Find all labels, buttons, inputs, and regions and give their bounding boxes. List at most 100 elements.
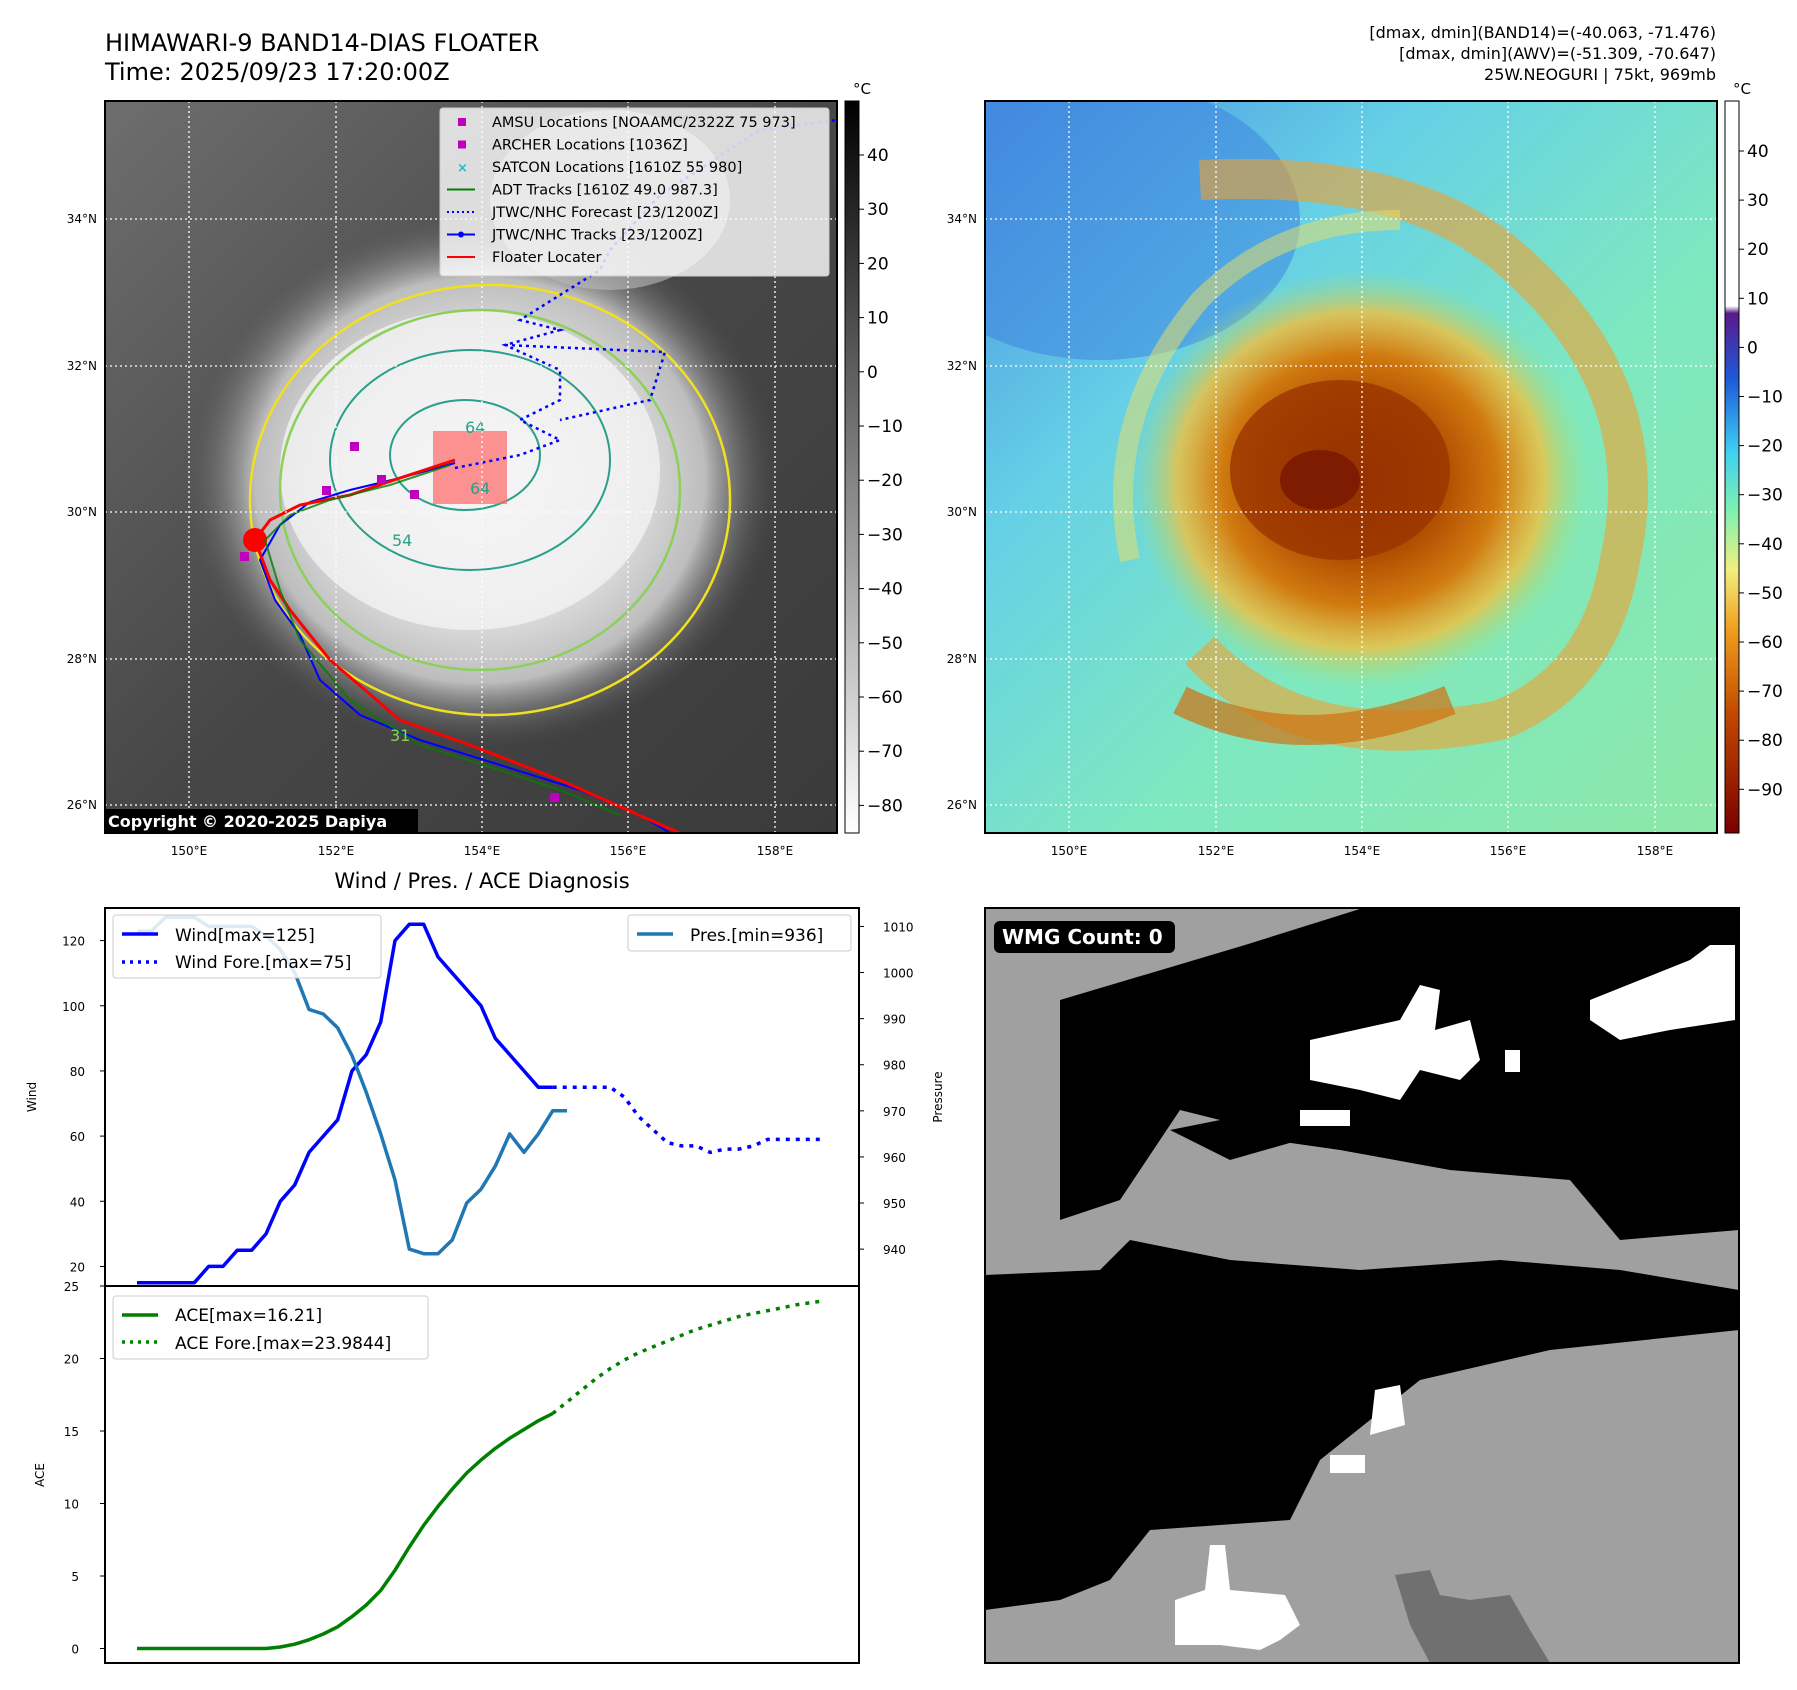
legend-entry: AMSU Locations [NOAAMC/2322Z 75 973] (458, 115, 796, 131)
ir-lat-labels: 34°N 32°N 30°N 28°N 26°N (67, 212, 97, 812)
y-tick-label: 0 (71, 1643, 79, 1657)
colorbar-tick-label: 10 (867, 309, 889, 329)
y-tick-label: 20 (64, 1353, 79, 1367)
ir-lon-labels: 150°E 152°E 154°E 156°E 158°E (171, 844, 794, 858)
ace-legend: ACE[max=16.21] ACE Fore.[max=23.9844] (112, 1295, 429, 1360)
lon-label: 154°E (1344, 844, 1381, 858)
y-tick-label: 80 (70, 1065, 85, 1079)
ir-colorbar-unit: °C (853, 80, 871, 98)
ir-colorbar-ticks: 40 30 20 10 0 −10 −20 −30 −40 −50 −60 −70 −80 (859, 146, 903, 816)
colorbar-tick-label: 20 (867, 254, 889, 274)
lon-label: 150°E (171, 844, 208, 858)
copyright: Copyright © 2020-2025 Dapiya (108, 812, 387, 831)
lat-label: 34°N (67, 212, 97, 226)
colorbar-tick-label: −30 (1747, 486, 1783, 506)
ir-panel: 64 54 64 31 Copyright © 2020-2025 Dapiya… (67, 80, 903, 858)
colorbar-tick-label: −60 (1747, 633, 1783, 653)
series-line (552, 1085, 825, 1155)
mask-darkgray-region (1395, 1570, 1550, 1663)
lon-label: 158°E (757, 844, 794, 858)
colorbar-tick-label: −70 (1747, 682, 1783, 702)
legend-marker (458, 140, 466, 149)
y-tick-label: 20 (70, 1260, 85, 1274)
colorbar-tick-label: −40 (867, 580, 903, 600)
forecast-track (454, 118, 837, 470)
legend-label: ADT Tracks [1610Z 49.0 987.3] (492, 183, 718, 199)
legend-marker (458, 118, 466, 126)
wv-colorbar-unit: °C (1733, 80, 1751, 98)
wv-colorbar (1724, 100, 1740, 834)
contour-label: 64 (465, 418, 485, 437)
wind-pressure-chart: 120 100 80 60 40 20 1010 1000 990 980 970 960 950 940… (25, 907, 945, 1287)
colorbar-tick-label: −10 (867, 417, 903, 437)
legend-label: JTWC/NHC Tracks [23/1200Z] (491, 228, 703, 244)
legend-entry: ARCHER Locations [1036Z] (458, 138, 688, 154)
legend-ace-forecast: ACE Fore.[max=23.9844] (175, 1334, 391, 1354)
pressure-axis-label: Pressure (931, 1071, 945, 1122)
contour-label: 64 (470, 479, 490, 498)
ace-chart: 25 20 15 10 5 0 ACE ACE[max=16.21] ACE Fore.[… (33, 1280, 860, 1664)
mask-white-region (1310, 985, 1480, 1100)
wv-colorbar-ticks: 40 30 20 10 0 −10 −20 −30 −40 −50 −60 −70 −80 −90 (1739, 142, 1783, 800)
legend-label: JTWC/NHC Forecast [23/1200Z] (491, 205, 718, 221)
legend-pressure: Pres.[min=936] (690, 926, 823, 946)
colorbar-tick-label: −20 (867, 471, 903, 491)
colorbar-tick-label: −30 (867, 525, 903, 545)
lon-label: 154°E (464, 844, 501, 858)
lon-label: 156°E (1490, 844, 1527, 858)
mask-white-region (1590, 945, 1735, 1040)
lon-label: 150°E (1051, 844, 1088, 858)
figure-title: HIMAWARI-9 BAND14-DIAS FLOATER (105, 29, 539, 57)
legend-wind-forecast: Wind Fore.[max=75] (175, 953, 351, 973)
wmg-mask-panel: WMG Count: 0 (984, 907, 1740, 1664)
colorbar-tick-label: −40 (1747, 535, 1783, 555)
wmg-count-badge: WMG Count: 0 (1002, 925, 1163, 949)
legend-ace: ACE[max=16.21] (175, 1306, 322, 1326)
legend-entry: JTWC/NHC Tracks [23/1200Z] (447, 228, 703, 244)
colorbar-tick-label: −70 (867, 742, 903, 762)
colorbar-tick-label: −90 (1747, 780, 1783, 800)
wv-lat-labels: 34°N 32°N 30°N 28°N 26°N (947, 212, 977, 812)
storm-info: 25W.NEOGURI | 75kt, 969mb (1484, 65, 1716, 84)
legend-label: ARCHER Locations [1036Z] (492, 138, 688, 154)
lat-label: 30°N (67, 505, 97, 519)
y2-tick-label: 1000 (883, 967, 914, 981)
lon-label: 158°E (1637, 844, 1674, 858)
y2-tick-label: 970 (883, 1105, 906, 1119)
legend-label: SATCON Locations [1610Z 55 980] (492, 160, 742, 176)
wv-panel: 34°N 32°N 30°N 28°N 26°N 150°E 152°E 154… (947, 80, 1783, 858)
legend-wind: Wind[max=125] (175, 926, 315, 946)
dmax-band14: [dmax, dmin](BAND14)=(-40.063, -71.476) (1369, 23, 1716, 42)
y2-tick-label: 980 (883, 1059, 906, 1073)
ir-legend: AMSU Locations [NOAAMC/2322Z 75 973] ARCH… (439, 107, 830, 277)
lat-label: 28°N (947, 652, 977, 666)
series-line (551, 1298, 826, 1415)
y-tick-label: 10 (64, 1498, 79, 1512)
y-tick-label: 5 (71, 1570, 79, 1584)
colorbar-tick-label: −80 (1747, 731, 1783, 751)
colorbar-tick-label: 10 (1747, 289, 1769, 309)
legend-entry: JTWC/NHC Forecast [23/1200Z] (447, 205, 718, 221)
y2-tick-label: 960 (883, 1151, 906, 1165)
diagnosis-title: Wind / Pres. / ACE Diagnosis (334, 869, 629, 893)
colorbar-tick-label: −80 (867, 796, 903, 816)
y2-tick-label: 1010 (883, 920, 914, 934)
y-tick-label: 25 (64, 1280, 79, 1294)
lat-label: 26°N (67, 798, 97, 812)
colorbar-tick-label: −60 (867, 688, 903, 708)
y-tick-label: 15 (64, 1425, 79, 1439)
colorbar-tick-label: −10 (1747, 388, 1783, 408)
figure-time: Time: 2025/09/23 17:20:00Z (104, 58, 450, 86)
legend-entry: × SATCON Locations [1610Z 55 980] (457, 160, 742, 176)
dmax-awv: [dmax, dmin](AWV)=(-51.309, -70.647) (1399, 44, 1716, 63)
legend-marker: × (457, 161, 468, 176)
lat-label: 32°N (67, 359, 97, 373)
lon-label: 152°E (318, 844, 355, 858)
mask-white-region (1175, 1545, 1300, 1650)
lat-label: 28°N (67, 652, 97, 666)
colorbar-tick-label: 0 (867, 363, 878, 383)
jtwc-track (258, 462, 671, 833)
colorbar-tick-label: −50 (1747, 584, 1783, 604)
lat-label: 32°N (947, 359, 977, 373)
